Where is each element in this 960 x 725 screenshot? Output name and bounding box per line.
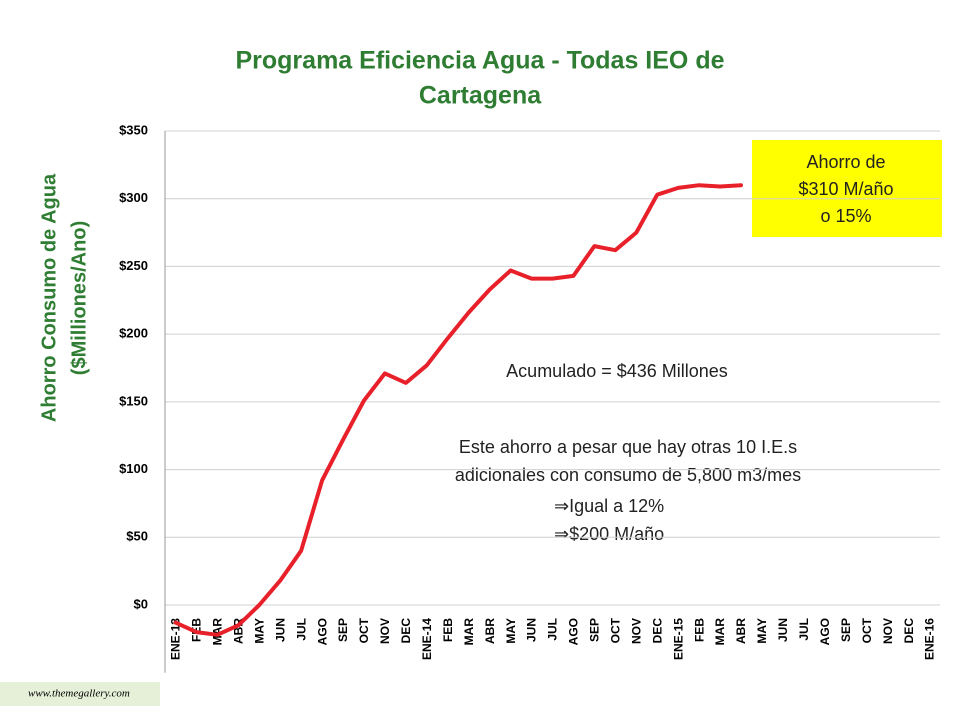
x-tick-label: OCT bbox=[357, 617, 371, 643]
x-tick-label: DEC bbox=[650, 618, 664, 644]
x-tick-label: AGO bbox=[315, 618, 329, 645]
x-tick-label: FEB bbox=[441, 618, 455, 642]
x-tick-label: MAY bbox=[504, 618, 518, 644]
box-text: Ahorro de bbox=[806, 152, 885, 172]
x-tick-label: JUN bbox=[525, 618, 539, 642]
box-text: o 15% bbox=[820, 206, 871, 226]
annotation: ⇒$200 M/año bbox=[554, 524, 664, 544]
x-tick-label: MAR bbox=[713, 618, 727, 646]
x-tick-label: ENE-16 bbox=[923, 618, 937, 660]
x-tick-label: NOV bbox=[378, 618, 392, 644]
x-tick-label: SEP bbox=[336, 618, 350, 642]
x-tick-label: JUL bbox=[797, 618, 811, 641]
annotation: ⇒Igual a 12% bbox=[554, 496, 664, 516]
x-tick-label: FEB bbox=[190, 618, 204, 642]
x-tick-label: ENE-15 bbox=[671, 618, 685, 660]
x-tick-label: DEC bbox=[902, 618, 916, 644]
annotation: adicionales con consumo de 5,800 m3/mes bbox=[455, 465, 801, 485]
y-tick-label: $100 bbox=[119, 461, 148, 476]
y-tick-label: $150 bbox=[119, 393, 148, 408]
annotation: Acumulado = $436 Millones bbox=[506, 361, 728, 381]
y-axis-label: Ahorro Consumo de Agua bbox=[38, 173, 60, 422]
x-tick-label: ENE-14 bbox=[420, 618, 434, 660]
x-tick-label: ABR bbox=[483, 618, 497, 644]
x-tick-label: MAY bbox=[252, 618, 266, 644]
y-tick-label: $350 bbox=[119, 122, 148, 137]
x-tick-label: JUL bbox=[294, 618, 308, 641]
y-tick-label: $50 bbox=[126, 529, 148, 544]
x-tick-label: SEP bbox=[839, 618, 853, 642]
line-series bbox=[173, 183, 743, 637]
x-tick-label: JUL bbox=[546, 618, 560, 641]
footer: www.themegallery.com bbox=[28, 688, 130, 700]
x-tick-label: AGO bbox=[818, 618, 832, 645]
x-tick-label: MAY bbox=[755, 618, 769, 644]
box-text: $310 M/año bbox=[798, 179, 893, 199]
annotation: Este ahorro a pesar que hay otras 10 I.E… bbox=[459, 437, 797, 457]
chart-title: Cartagena bbox=[419, 82, 542, 110]
y-tick-label: $250 bbox=[119, 258, 148, 273]
x-tick-label: FEB bbox=[692, 618, 706, 642]
x-tick-label: DEC bbox=[399, 618, 413, 644]
footer-band bbox=[0, 682, 160, 706]
x-tick-label: OCT bbox=[860, 617, 874, 643]
chart-title: Programa Eficiencia Agua - Todas IEO de bbox=[235, 47, 724, 75]
x-tick-label: OCT bbox=[609, 617, 623, 643]
x-tick-label: NOV bbox=[881, 618, 895, 644]
x-tick-label: JUN bbox=[776, 618, 790, 642]
x-tick-label: NOV bbox=[629, 618, 643, 644]
y-axis-label: ($Milliones/Ano) bbox=[68, 221, 90, 375]
x-tick-label: MAR bbox=[211, 618, 225, 646]
x-tick-label: AGO bbox=[567, 618, 581, 645]
x-tick-label: ABR bbox=[734, 618, 748, 644]
y-tick-label: $300 bbox=[119, 190, 148, 205]
x-tick-label: MAR bbox=[462, 618, 476, 646]
y-tick-label: $0 bbox=[134, 596, 148, 611]
x-tick-label: ENE-13 bbox=[169, 618, 183, 660]
x-tick-label: SEP bbox=[588, 618, 602, 642]
x-tick-label: JUN bbox=[273, 618, 287, 642]
y-tick-label: $200 bbox=[119, 326, 148, 341]
highlight-box bbox=[752, 140, 942, 237]
